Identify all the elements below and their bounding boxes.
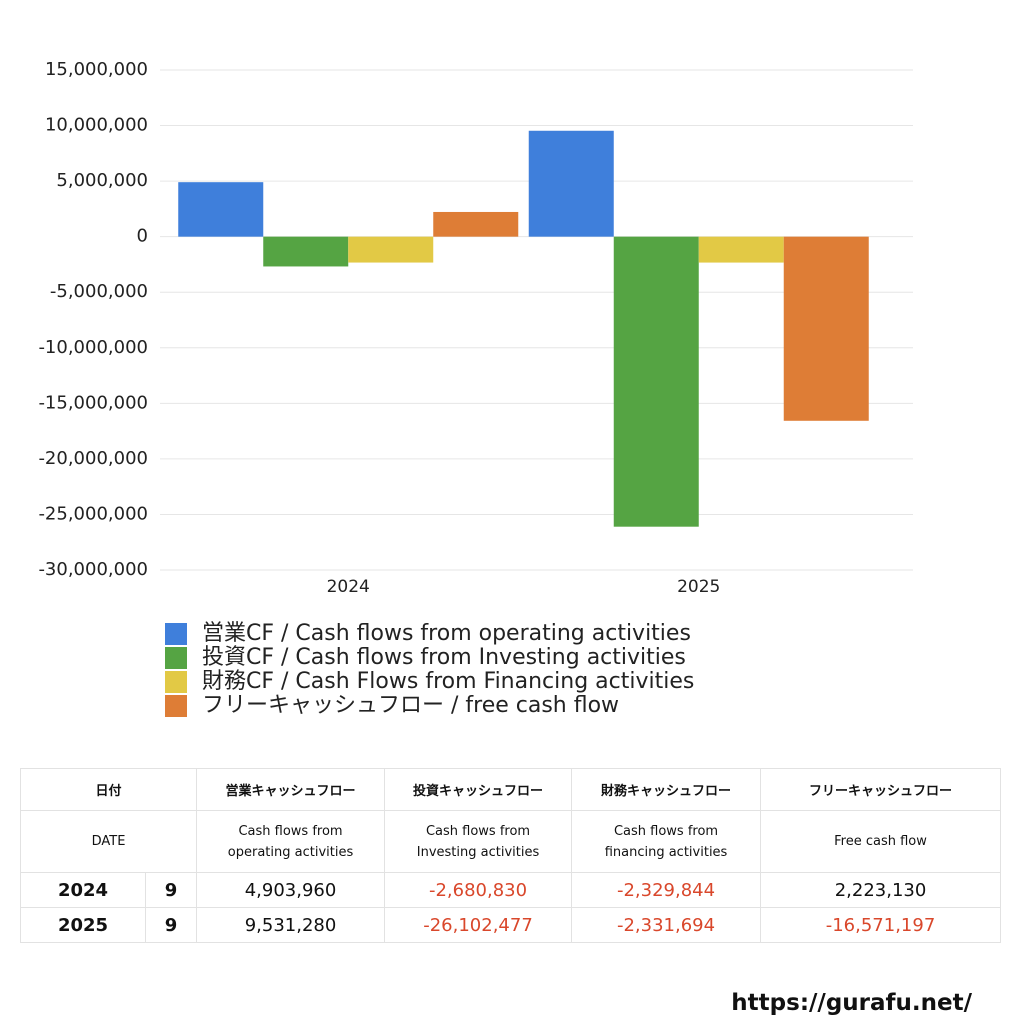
legend-label: フリーキャッシュフロー / free cash flow bbox=[202, 693, 619, 718]
bar bbox=[433, 211, 519, 237]
table-cell: 9,531,280 bbox=[196, 907, 386, 943]
bar bbox=[178, 182, 264, 237]
table-cell: 日付 bbox=[19, 768, 198, 811]
bar bbox=[698, 236, 784, 263]
y-tick-label: 5,000,000 bbox=[56, 170, 148, 191]
x-tick-label: 2024 bbox=[327, 577, 370, 597]
data-table: 日付 営業キャッシュフロー 投資キャッシュフロー 財務キャッシュフロー フリーキャッシュ… bbox=[19, 768, 1002, 943]
x-tick-label: 2025 bbox=[677, 577, 720, 597]
bar bbox=[613, 236, 699, 527]
table-row: DATE Cash flows from operating activities… bbox=[19, 810, 1002, 873]
bar bbox=[263, 236, 349, 267]
legend-swatch bbox=[165, 671, 187, 693]
y-tick-label: -25,000,000 bbox=[38, 503, 148, 524]
table-cell: 営業キャッシュフロー bbox=[196, 768, 386, 811]
bar bbox=[348, 236, 434, 263]
bar bbox=[783, 236, 869, 421]
table-cell: -26,102,477 bbox=[384, 907, 573, 943]
y-tick-label: -20,000,000 bbox=[38, 448, 148, 469]
legend-swatch bbox=[165, 647, 187, 669]
y-tick-label: -5,000,000 bbox=[50, 281, 148, 302]
table-cell: 9 bbox=[144, 907, 198, 943]
table-cell: Cash flows from Investing activities bbox=[384, 810, 573, 873]
table-cell: 4,903,960 bbox=[196, 872, 386, 908]
footer-url: https://gurafu.net/ bbox=[731, 990, 972, 1016]
table-row: 日付 営業キャッシュフロー 投資キャッシュフロー 財務キャッシュフロー フリーキャッシュ… bbox=[19, 768, 1002, 811]
table-cell: Free cash flow bbox=[760, 810, 1002, 873]
table-cell: -2,680,830 bbox=[384, 872, 573, 908]
legend-swatch bbox=[165, 623, 187, 645]
bar bbox=[528, 130, 614, 237]
table-cell: フリーキャッシュフロー bbox=[760, 768, 1002, 811]
table-cell: Cash flows from operating activities bbox=[196, 810, 386, 873]
table-cell: -2,329,844 bbox=[571, 872, 762, 908]
y-tick-label: 10,000,000 bbox=[45, 115, 148, 136]
table-cell: 財務キャッシュフロー bbox=[571, 768, 762, 811]
y-tick-label: -30,000,000 bbox=[38, 559, 148, 580]
table-cell: 2025 bbox=[20, 907, 146, 943]
table-cell: -16,571,197 bbox=[760, 907, 1002, 943]
y-tick-label: -15,000,000 bbox=[38, 392, 148, 413]
legend-label: 財務CF / Cash Flows from Financing activit… bbox=[202, 669, 694, 694]
table-cell: Cash flows from financing activities bbox=[571, 810, 762, 873]
legend-label: 営業CF / Cash flows from operating activit… bbox=[202, 621, 691, 646]
legend-swatch bbox=[165, 695, 187, 717]
y-tick-label: -10,000,000 bbox=[38, 337, 148, 358]
chart: 15,000,000 10,000,000 5,000,000 0 -5,000,000… bbox=[38, 59, 913, 718]
y-tick-label: 0 bbox=[137, 226, 148, 247]
table-cell: 9 bbox=[144, 872, 198, 908]
y-tick-label: 15,000,000 bbox=[45, 59, 148, 80]
table-cell: 投資キャッシュフロー bbox=[384, 768, 573, 811]
table-cell: 2,223,130 bbox=[760, 872, 1002, 908]
table-cell: -2,331,694 bbox=[571, 907, 762, 943]
table-cell: DATE bbox=[19, 810, 198, 873]
table-row: 2025 9 9,531,280 -26,102,477 -2,331,694 -16,5… bbox=[20, 907, 1002, 943]
table-cell: 2024 bbox=[20, 872, 146, 908]
table-row: 2024 9 4,903,960 -2,680,830 -2,329,844 2,223,… bbox=[20, 872, 1002, 908]
legend-label: 投資CF / Cash flows from Investing activit… bbox=[202, 645, 686, 670]
